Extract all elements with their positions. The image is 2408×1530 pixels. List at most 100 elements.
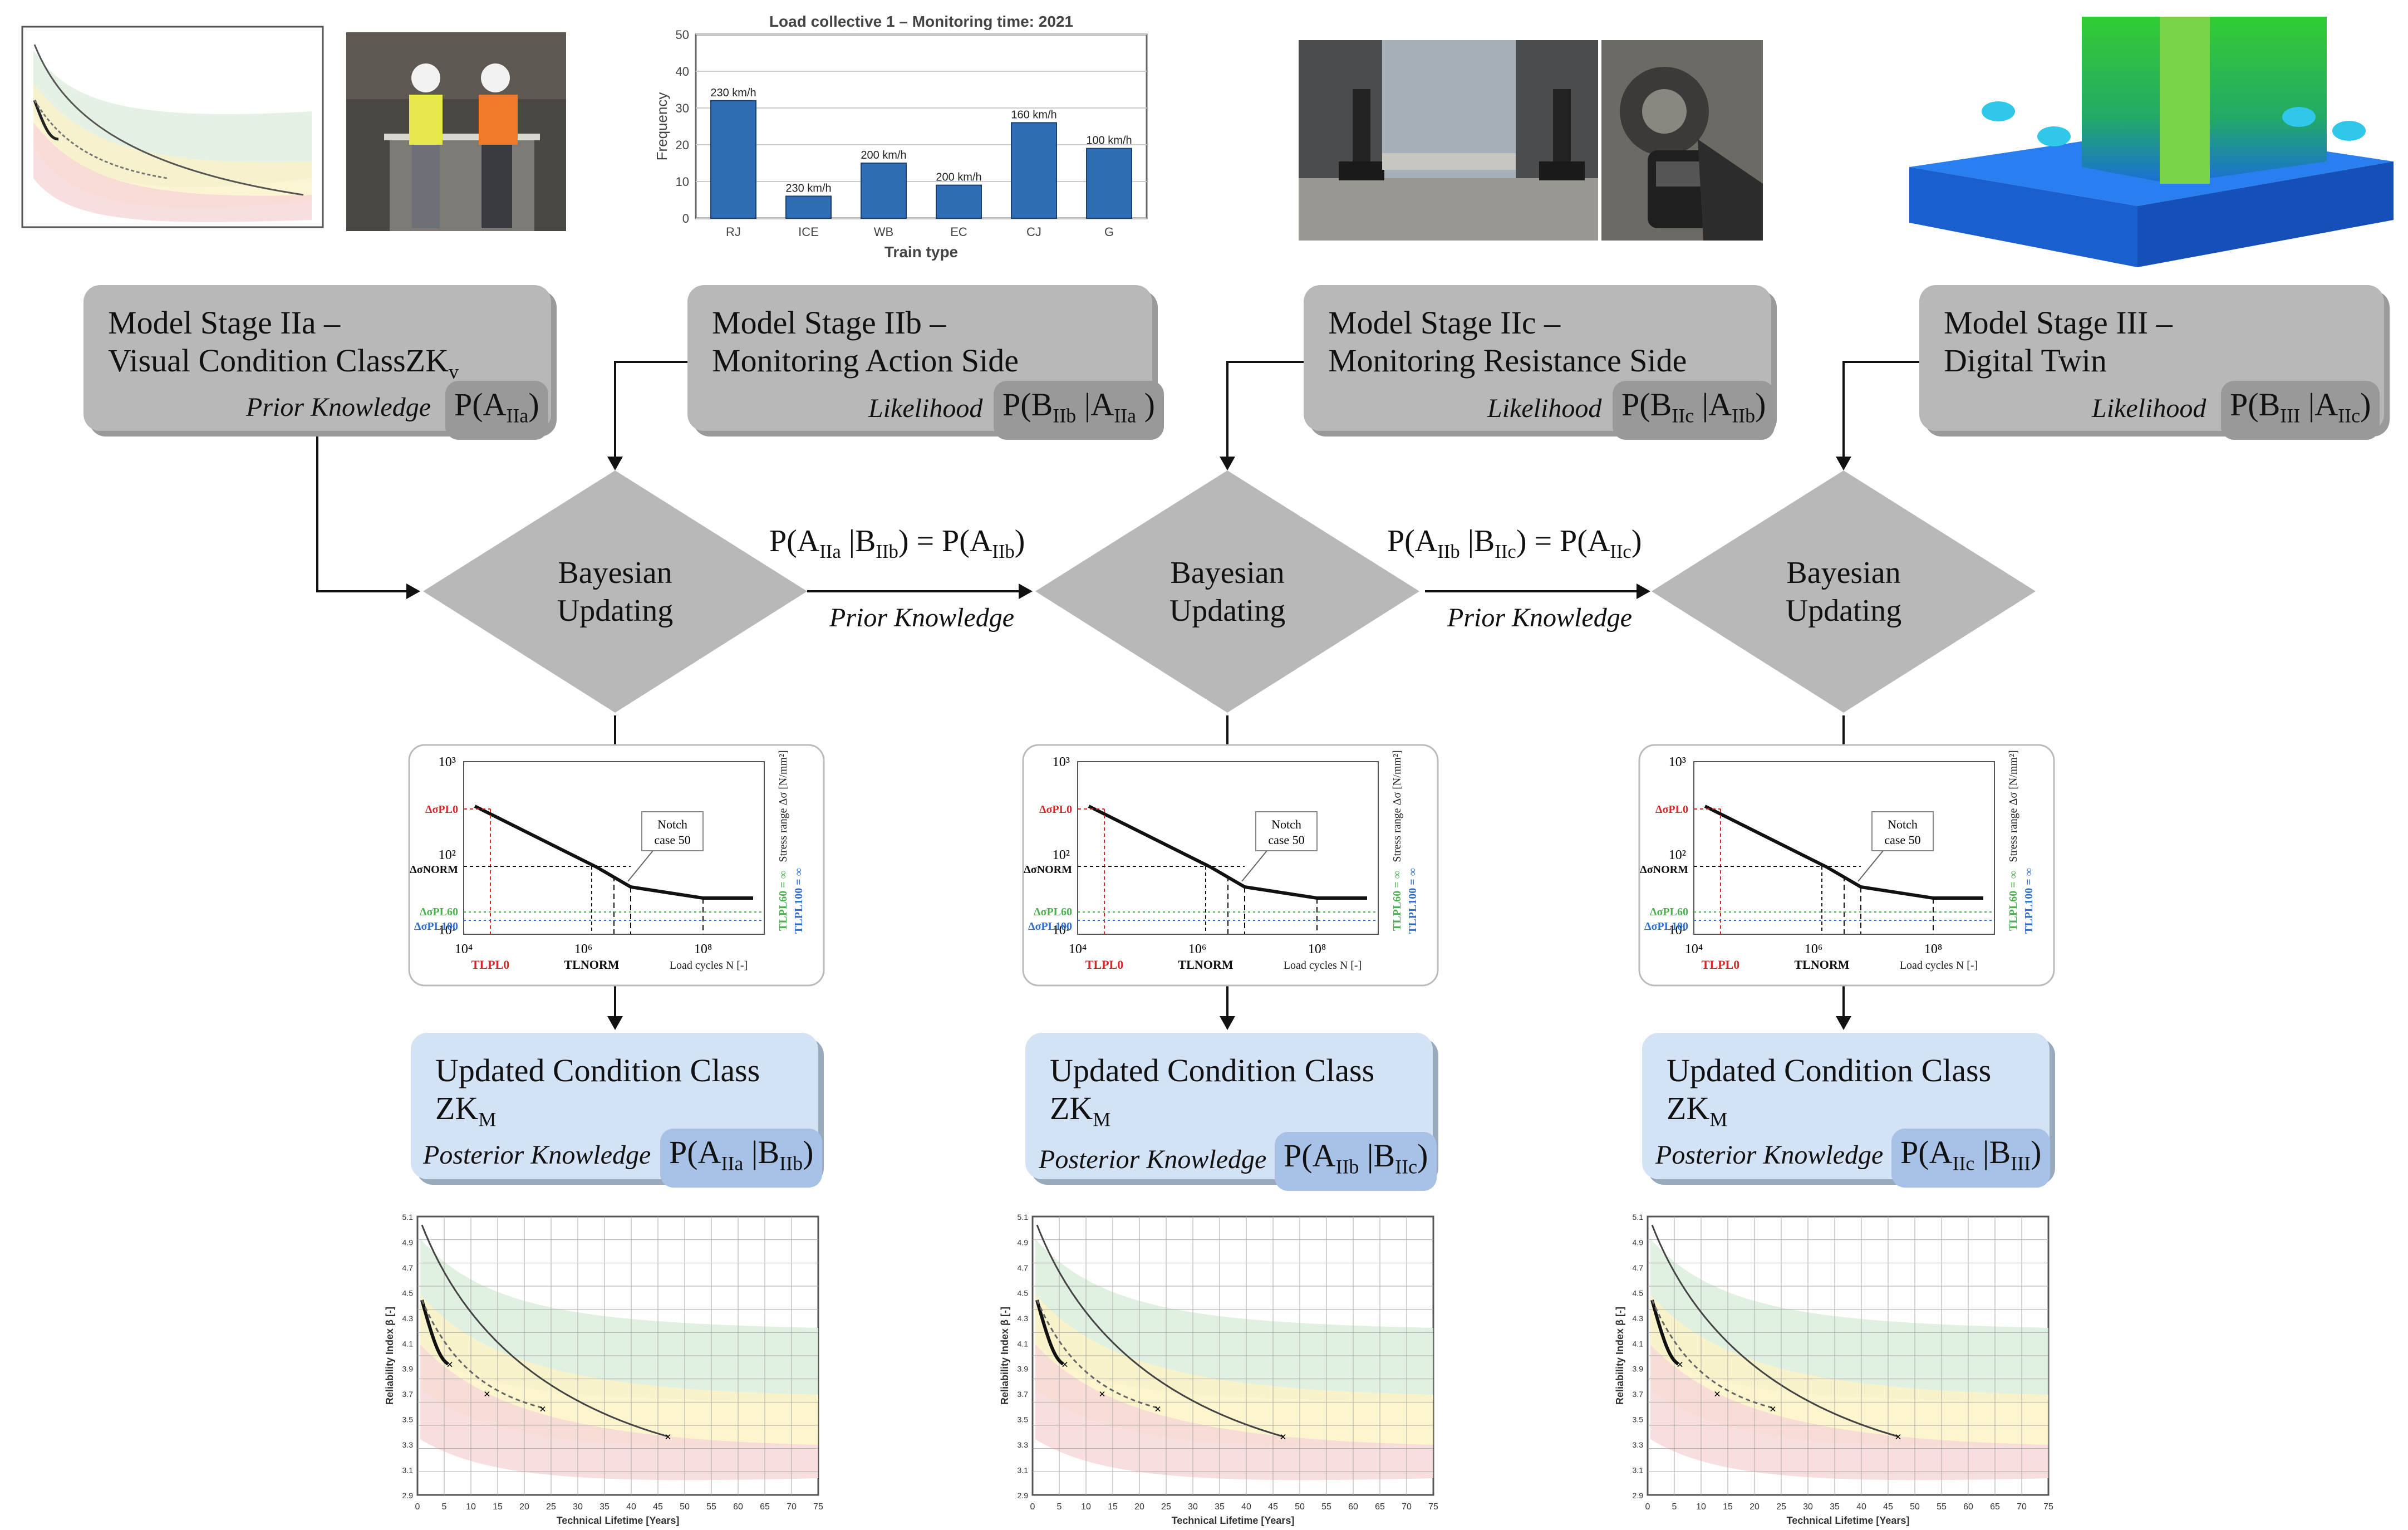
- reliability-marker: ×: [1280, 1430, 1287, 1444]
- reliability-y-tick: 4.1: [1633, 1339, 1644, 1348]
- reliability-x-tick: 15: [1108, 1502, 1118, 1512]
- bayes-label-2: Bayesian Updating: [1169, 556, 1286, 628]
- tl-pl0-label: TLPL0: [1702, 958, 1739, 972]
- load-bar-label: 200 km/h: [936, 171, 981, 184]
- reliability-x-tick: 65: [1375, 1502, 1385, 1512]
- load-bar: [861, 163, 907, 219]
- sn-xlabel: Load cycles N [-]: [670, 959, 748, 972]
- reliability-marker: ×: [446, 1357, 454, 1371]
- reliability-y-tick: 3.3: [1633, 1440, 1644, 1449]
- reliability-y-tick: 3.3: [1018, 1440, 1029, 1449]
- reliability-plot-1: × × × × 0 5 10 15 20 25 30 35 40 45 50 55 60 65 70 75 5.1 4.9…: [384, 1213, 823, 1526]
- reliability-y-tick: 4.7: [1018, 1263, 1029, 1272]
- reliability-x-tick: 50: [680, 1502, 690, 1512]
- stage-iic-probability: P(BIIc |AIIb): [1613, 381, 1775, 440]
- sn-y-tick-top: 10³: [1669, 755, 1686, 769]
- notch-label-2: case 50: [1268, 833, 1304, 847]
- tl-pl60-label: TLPL60 = ∞: [1391, 871, 1403, 931]
- sn-y-tick-top: 10³: [439, 755, 456, 769]
- link-label-1: Prior Knowledge: [829, 603, 1014, 632]
- reliability-y-tick: 4.9: [1633, 1238, 1644, 1247]
- reliability-marker: ×: [484, 1387, 491, 1401]
- sigma-pl60-label: ΔσPL60: [1034, 906, 1072, 918]
- reliability-curve-dashed: [1036, 1299, 1161, 1410]
- stage-iii-kind: Likelihood: [2092, 394, 2206, 423]
- reliability-x-tick: 55: [1321, 1502, 1331, 1512]
- tl-norm-label: TLNORM: [1178, 958, 1234, 972]
- stage-iic-kind: Likelihood: [1487, 394, 1602, 423]
- load-bar-label: 160 km/h: [1011, 109, 1056, 121]
- notch-box: [641, 811, 704, 851]
- reliability-y-tick: 3.5: [402, 1415, 414, 1424]
- reliability-y-tick: 3.5: [1633, 1415, 1644, 1424]
- reliability-y-tick: 4.9: [1018, 1238, 1029, 1247]
- reliability-y-tick: 3.1: [1633, 1466, 1644, 1475]
- reliability-marker: ×: [539, 1402, 547, 1416]
- notch-box: [1255, 811, 1318, 851]
- sn-x-tick-2: 10⁶: [574, 942, 592, 957]
- reliability-y-tick: 4.7: [1633, 1263, 1644, 1272]
- reliability-y-tick: 5.1: [1633, 1213, 1644, 1222]
- load-y-tick: 40: [676, 65, 689, 79]
- reliability-x-tick: 25: [546, 1502, 556, 1512]
- bayes-label-3: Bayesian Updating: [1785, 556, 1902, 628]
- reliability-y-tick: 4.7: [402, 1263, 414, 1272]
- load-x-tick: G: [1104, 225, 1114, 239]
- sn-panel-frame: [1022, 744, 1439, 987]
- bayes-diamond-2: [1035, 470, 1419, 713]
- inspection-photo: [346, 32, 566, 231]
- reliability-y-tick: 4.3: [1018, 1314, 1029, 1323]
- reliability-x-tick: 70: [787, 1502, 797, 1512]
- bayes-label-1: Bayesian Updating: [557, 556, 674, 628]
- reliability-curve-dashed: [1651, 1299, 1776, 1410]
- stage-box-iib: Model Stage IIb – Monitoring Action Side…: [687, 285, 1164, 440]
- sn-ylabel: Stress range Δσ [N/mm²]: [777, 750, 789, 862]
- reliability-curve-short: [1650, 1299, 1679, 1366]
- fem-model-render: [1909, 17, 2394, 267]
- reliability-x-tick: 10: [466, 1502, 476, 1512]
- reliability-x-tick: 45: [653, 1502, 663, 1512]
- tl-pl100-label: TLPL100 = ∞: [1407, 868, 1419, 934]
- reliability-x-tick: 50: [1910, 1502, 1920, 1512]
- reliability-x-tick: 30: [1188, 1502, 1198, 1512]
- reliability-marker: ×: [665, 1430, 672, 1444]
- load-chart-ylabel: Frequency: [653, 92, 670, 161]
- bayes-diamond-3: [1652, 470, 2036, 713]
- stage-iii-probability: P(BIII |AIIc): [2221, 381, 2380, 440]
- reliability-marker: ×: [1770, 1402, 1777, 1416]
- sn-y-tick-bot: 10¹: [1053, 923, 1070, 938]
- reliability-x-tick: 55: [706, 1502, 716, 1512]
- load-y-tick: 0: [682, 212, 689, 225]
- updated-box-2: Updated Condition Class ZKM Posterior Kn…: [1025, 1033, 1437, 1191]
- link-label-2: Prior Knowledge: [1447, 603, 1632, 632]
- reliability-y-tick: 4.1: [1018, 1339, 1029, 1348]
- load-x-tick: CJ: [1026, 225, 1041, 239]
- reliability-y-tick: 3.1: [402, 1466, 414, 1475]
- reliability-x-tick: 75: [813, 1502, 823, 1512]
- reliability-ylabel: Reliability Index β [-]: [384, 1307, 395, 1405]
- reliability-x-tick: 75: [1428, 1502, 1438, 1512]
- red-band: [420, 1345, 818, 1480]
- connector-iic-to-bayes2: [1226, 361, 1304, 462]
- stage-box-iii: Model Stage III – Digital Twin Likelihoo…: [1919, 285, 2384, 440]
- tl-pl0-label: TLPL0: [471, 958, 509, 972]
- reliability-x-tick: 35: [599, 1502, 610, 1512]
- reliability-y-tick: 4.9: [402, 1238, 414, 1247]
- reliability-x-tick: 35: [1830, 1502, 1840, 1512]
- reliability-xlabel: Technical Lifetime [Years]: [1787, 1515, 1910, 1526]
- reliability-y-tick: 3.7: [1633, 1390, 1644, 1399]
- reliability-xlabel: Technical Lifetime [Years]: [557, 1515, 680, 1526]
- reliability-x-tick: 15: [1723, 1502, 1733, 1512]
- reliability-x-tick: 30: [1803, 1502, 1813, 1512]
- sigma-pl60-label: ΔσPL60: [1650, 906, 1688, 918]
- sn-x-tick-2: 10⁶: [1188, 942, 1206, 957]
- sn-y-tick-bot: 10¹: [439, 923, 456, 938]
- reliability-x-tick: 0: [415, 1502, 420, 1512]
- reliability-marker: ×: [1895, 1430, 1902, 1444]
- link-equation-1: P(AIIa |BIIb) = P(AIIb): [769, 524, 1025, 563]
- reliability-x-tick: 0: [1645, 1502, 1650, 1512]
- sn-panel-1: Notch case 50 10³ 10² 10¹ ΔσPL0 ΔσNORM ΔσPL60 Δσ…: [408, 744, 825, 987]
- notch-label-1: Notch: [1271, 817, 1301, 831]
- load-bars: 0 10 20 30 40 50 230 km/h RJ 230 km/h ICE 200 km/h…: [676, 28, 1147, 239]
- reliability-curve-short: [1035, 1299, 1064, 1366]
